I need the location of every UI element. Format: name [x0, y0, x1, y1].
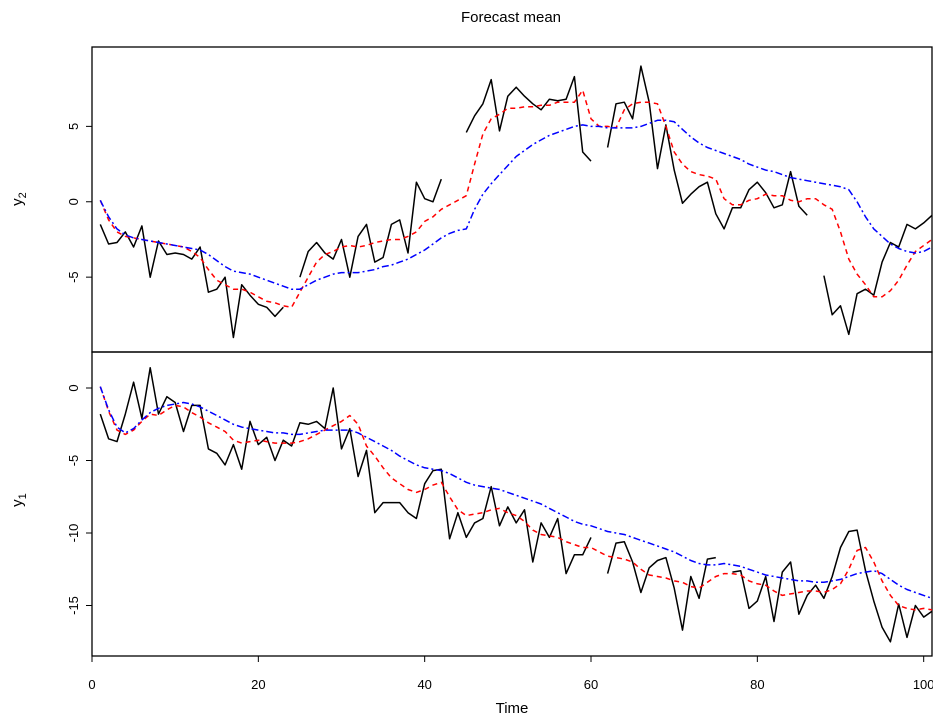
panel-y1-y-axis: -15 -10 -5 0	[66, 384, 92, 615]
panel-y2: -5 0 5 y2	[9, 46, 933, 353]
panel-y2-ylabel: y2	[9, 192, 29, 206]
panel-y2-y-axis: -5 0 5	[66, 123, 92, 283]
panel-y1-ylabel: y1	[9, 493, 29, 507]
x-tick-label: 100	[913, 677, 933, 692]
y-tick-label: -15	[66, 596, 81, 615]
x-tick-label: 80	[750, 677, 764, 692]
chart-title: Forecast mean	[461, 9, 561, 26]
series-line-observed	[99, 65, 933, 339]
x-tick-label: 60	[584, 677, 598, 692]
series-line-forecast-red	[99, 89, 933, 309]
y-tick-label: 5	[66, 123, 81, 130]
x-axis: 0 20 40 60 80 100	[88, 655, 933, 692]
y-tick-label: 0	[66, 198, 81, 205]
y-tick-label: -5	[66, 455, 81, 467]
y-tick-label: 0	[66, 384, 81, 391]
panel-y1-series	[99, 366, 933, 643]
series-line-forecast-red	[99, 386, 933, 611]
panel-y2-series	[99, 65, 933, 339]
series-line-forecast-blue	[99, 119, 933, 290]
x-axis-label: Time	[496, 700, 529, 717]
series-line-observed	[99, 366, 933, 643]
panel-y1: -15 -10 -5 0 y1	[9, 351, 933, 657]
y-tick-label: -5	[66, 271, 81, 283]
x-tick-label: 40	[417, 677, 431, 692]
panel-y1-frame	[91, 351, 933, 657]
series-line-forecast-blue	[99, 386, 933, 600]
x-tick-label: 0	[88, 677, 95, 692]
x-tick-label: 20	[251, 677, 265, 692]
y-tick-label: -10	[66, 524, 81, 543]
